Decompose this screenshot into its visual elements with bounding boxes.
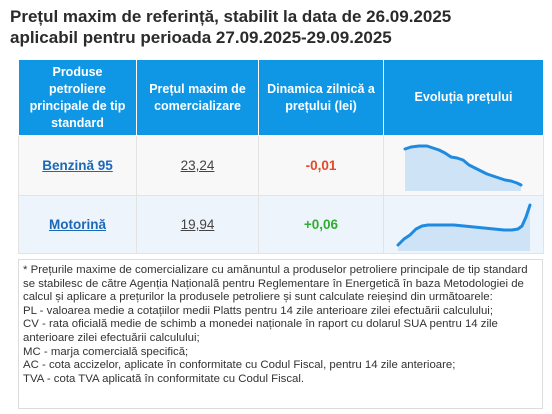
price-value-motorina[interactable]: 19,94	[180, 217, 215, 232]
sparkline-area	[397, 204, 530, 251]
product-link-motorina[interactable]: Motorină	[49, 217, 106, 232]
sparkline-line	[396, 203, 531, 246]
header-max-price: Prețul maxim de comercializare	[136, 59, 259, 136]
sparkline-down-chart	[403, 144, 522, 191]
sparkline-line	[403, 144, 522, 186]
table-header-row: Produse petroliere principale de tip sta…	[18, 59, 544, 136]
header-daily-dynamics: Dinamica zilnică a prețului (lei)	[258, 59, 384, 136]
table-row-motorina: Motorină 19,94 +0,06	[18, 195, 544, 254]
page-title: Prețul maxim de referință, stabilit la d…	[10, 6, 546, 48]
product-link-benzina-95[interactable]: Benzină 95	[42, 158, 113, 173]
table-row-benzina-95: Benzină 95 23,24 -0,01	[18, 135, 544, 196]
sparkline-up-chart	[396, 203, 531, 251]
note-cv: CV - rata oficială medie de schimb a mon…	[23, 318, 498, 344]
price-table: Produse petroliere principale de tip sta…	[18, 59, 544, 254]
delta-value-motorina: +0,06	[303, 217, 339, 232]
note-tva: TVA - cota TVA aplicată în conformitate …	[23, 372, 305, 385]
price-value-benzina-95[interactable]: 23,24	[180, 158, 215, 173]
note-ac: AC - cota accizelor, aplicate în conform…	[23, 359, 456, 372]
title-line-1: Prețul maxim de referință, stabilit la d…	[10, 7, 452, 26]
methodology-notes: * Prețurile maxime de comercializare cu …	[18, 259, 543, 409]
delta-value-benzina-95: -0,01	[305, 158, 337, 173]
note-intro: * Prețurile maxime de comercializare cu …	[23, 264, 528, 304]
note-pl: PL - valoarea medie a cotațiilor medii P…	[23, 304, 493, 317]
title-line-2: aplicabil pentru perioada 27.09.2025-29.…	[10, 28, 392, 47]
sparkline-area	[404, 145, 521, 191]
note-mc: MC - marja comercială specifică;	[23, 345, 189, 358]
header-product: Produse petroliere principale de tip sta…	[18, 59, 137, 136]
header-price-evolution: Evoluția prețului	[383, 59, 544, 136]
